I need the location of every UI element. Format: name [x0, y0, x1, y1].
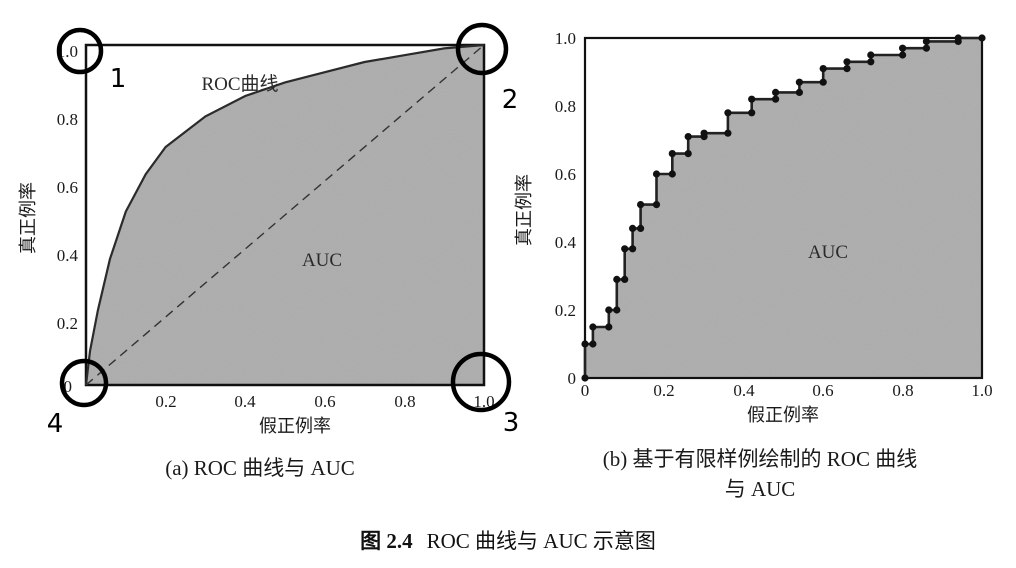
- panel-a-x-tick: 0.4: [234, 392, 256, 411]
- panel-b-roc-point: [637, 201, 645, 209]
- panel-b-roc-point: [867, 51, 875, 59]
- panel-b-auc-texture: [585, 38, 982, 378]
- panel-b-y-tick: 0.8: [555, 97, 576, 116]
- panel-b-y-tick: 0.2: [555, 301, 576, 320]
- panel-b-roc-point: [613, 275, 621, 283]
- panel-b-roc-point: [629, 245, 637, 253]
- panel-b-roc-point: [581, 374, 589, 382]
- panel-b-roc-point: [724, 129, 732, 137]
- panel-b-frame: [583, 36, 984, 380]
- panel-b-roc-point: [843, 58, 851, 66]
- panel-b-y-tick: 0.6: [555, 165, 576, 184]
- panel-b-roc-point: [819, 78, 827, 86]
- panel-a-diagonal-line: [85, 44, 485, 386]
- panel-b-roc-point: [589, 340, 597, 348]
- panel-a-roc-curve: [84, 43, 485, 386]
- panel-a-frame: [84, 43, 486, 387]
- panel-b-roc-point: [605, 323, 613, 331]
- panel-b-x-tick: 0.8: [892, 381, 913, 400]
- panel-b-roc-point: [954, 34, 962, 42]
- panel-b-caption-line-2: 与 AUC: [725, 477, 796, 501]
- panel-b-y-tick: 1.0: [555, 29, 576, 48]
- panel-b: 1.0 0.8 0.6 0.4 0.2 0 0 0.2 0.4 0.6 0.8 …: [514, 29, 993, 501]
- panel-b-roc-point: [772, 95, 780, 103]
- panel-a-x-tick: 0.6: [314, 392, 335, 411]
- panel-a-y-tick: 1.0: [57, 42, 78, 61]
- panel-b-roc-point: [922, 37, 931, 46]
- panel-b-roc-point: [652, 201, 661, 209]
- panel-b-roc-point: [795, 78, 804, 86]
- corner-number-4: 4: [47, 409, 64, 439]
- panel-b-caption-line-1: (b) 基于有限样例绘制的 ROC 曲线: [603, 447, 917, 471]
- panel-b-roc-point: [748, 109, 756, 117]
- panel-b-roc-point: [700, 129, 708, 137]
- panel-b-x-tick: 0: [581, 381, 590, 400]
- panel-b-roc-point: [637, 224, 645, 232]
- panel-b-y-tick: 0.4: [555, 233, 577, 252]
- corner-4-circle: [59, 358, 109, 408]
- panel-b-roc-point: [899, 51, 907, 59]
- corner-1-circle: [56, 27, 104, 75]
- panel-b-roc-point: [668, 150, 676, 158]
- panel-a-y-tick: 0.2: [57, 314, 78, 333]
- panel-b-x-axis-label: 假正例率: [747, 405, 819, 426]
- panel-a-auc-label: AUC: [302, 250, 342, 271]
- corner-number-2: 2: [502, 85, 519, 115]
- corner-3-circle: [450, 351, 512, 413]
- panel-b-roc-point: [629, 224, 637, 232]
- panel-a-y-tick: 0.4: [57, 246, 79, 265]
- panel-a-y-axis-label: 真正例率: [18, 182, 39, 254]
- panel-a-x-tick: 0.2: [155, 392, 176, 411]
- panel-b-roc-point: [581, 340, 589, 348]
- panel-b-roc-point: [772, 88, 780, 96]
- figure-caption-label: 图 2.4: [360, 529, 413, 553]
- panel-b-roc-point: [922, 44, 931, 52]
- panel-b-roc-point: [795, 88, 804, 96]
- panel-b-roc-point: [621, 245, 629, 253]
- panel-b-roc-point: [589, 323, 597, 331]
- panel-a-y-tick: 0.6: [57, 178, 78, 197]
- panel-b-x-tick: 0.6: [812, 381, 833, 400]
- panel-b-roc-point: [605, 306, 613, 314]
- panel-a: 1.0 0.8 0.6 0.4 0.2 0 0.2 0.4 0.6 0.8 1.…: [18, 22, 520, 480]
- panel-b-y-axis-label: 真正例率: [514, 174, 535, 246]
- panel-b-roc-point: [843, 65, 851, 73]
- panel-b-roc-point: [613, 306, 621, 314]
- panel-b-roc-point: [668, 170, 676, 178]
- panel-b-points: [581, 34, 986, 382]
- panel-a-x-axis-label: 假正例率: [259, 416, 331, 437]
- panel-a-x-tick: 1.0: [473, 392, 494, 411]
- panel-b-roc-point: [748, 95, 756, 103]
- corner-2-circle: [455, 22, 509, 76]
- panel-a-caption: (a) ROC 曲线与 AUC: [165, 456, 355, 480]
- panel-a-x-tick: 0.8: [394, 392, 415, 411]
- panel-b-roc-point: [978, 34, 986, 42]
- panel-b-roc-point: [819, 65, 827, 73]
- panel-b-roc-point: [652, 170, 661, 178]
- panel-b-auc-label: AUC: [808, 242, 848, 263]
- figure-caption-text: ROC 曲线与 AUC 示意图: [427, 529, 656, 553]
- panel-a-curve-label: ROC曲线: [201, 73, 278, 95]
- figure-caption: 图 2.4 ROC 曲线与 AUC 示意图: [360, 529, 656, 553]
- panel-b-roc-point: [684, 133, 692, 141]
- panel-a-origin-label: 0: [64, 377, 73, 396]
- panel-b-roc-point: [621, 275, 629, 283]
- panel-b-roc-point: [724, 109, 732, 117]
- panel-b-roc-point: [899, 44, 907, 52]
- panel-b-roc-point: [867, 58, 875, 66]
- corner-number-3: 3: [503, 408, 520, 438]
- panel-b-x-tick: 1.0: [971, 381, 992, 400]
- panel-a-y-tick: 0.8: [57, 110, 78, 129]
- panel-b-roc-point: [684, 150, 692, 158]
- panel-b-x-tick: 0.2: [653, 381, 674, 400]
- panel-b-x-tick: 0.4: [733, 381, 755, 400]
- corner-number-1: 1: [110, 64, 127, 94]
- panel-b-y-tick: 0: [568, 369, 577, 388]
